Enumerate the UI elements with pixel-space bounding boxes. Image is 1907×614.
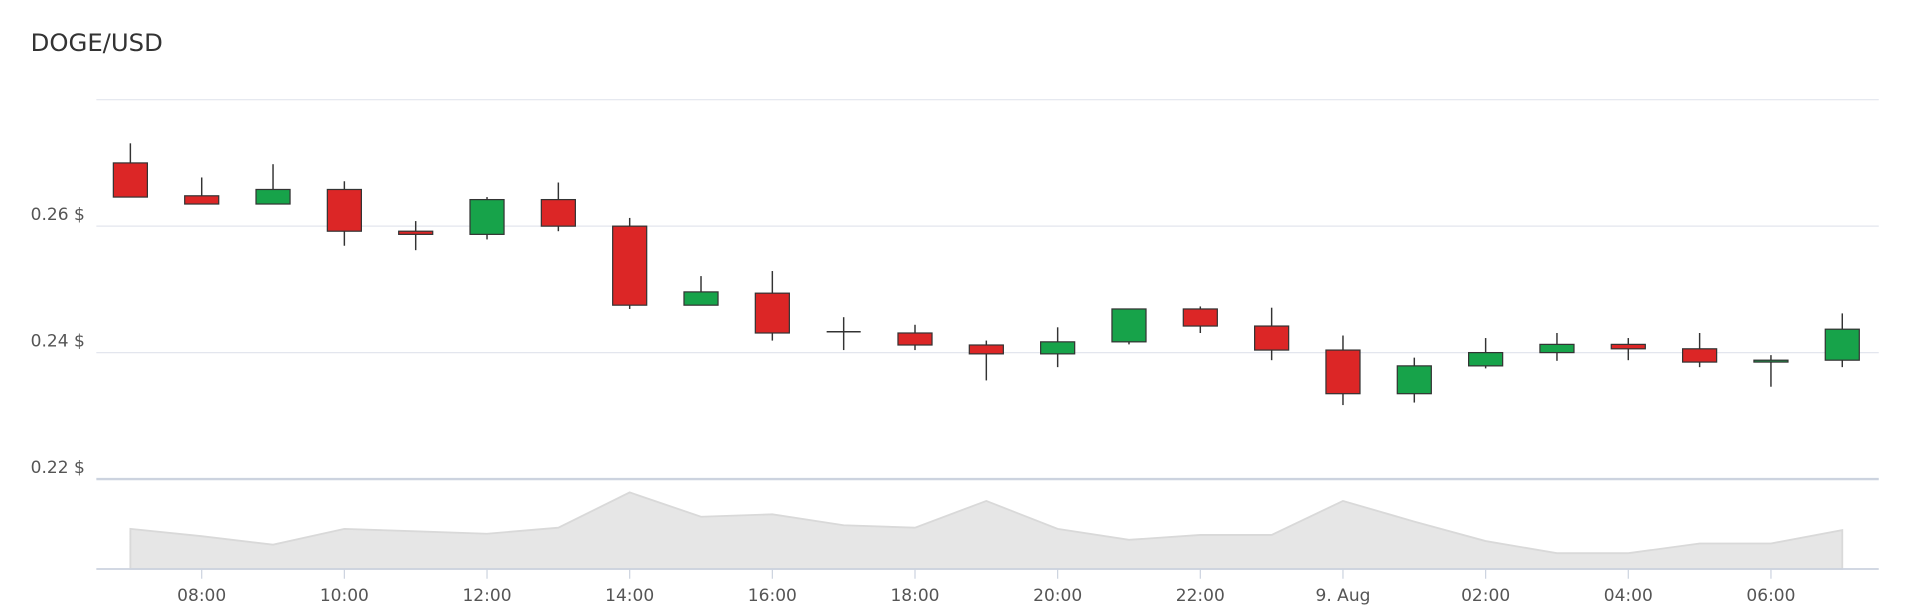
x-tick-label: 20:00 bbox=[1033, 586, 1082, 606]
x-tick-label: 9. Aug bbox=[1316, 586, 1371, 606]
x-tick-label: 22:00 bbox=[1176, 586, 1225, 606]
chart-title: DOGE/USD bbox=[31, 28, 163, 57]
candle-body bbox=[1610, 343, 1646, 350]
x-tick-label: 02:00 bbox=[1461, 586, 1510, 606]
candle-body bbox=[469, 198, 505, 235]
x-tick-label: 04:00 bbox=[1604, 586, 1653, 606]
candle-body bbox=[255, 188, 291, 205]
candle-body bbox=[1824, 328, 1860, 361]
candle-body bbox=[1111, 308, 1147, 343]
candle-body bbox=[1539, 343, 1575, 354]
candle-body bbox=[612, 225, 648, 306]
candle-body bbox=[897, 332, 933, 346]
candle-body bbox=[184, 195, 220, 205]
x-tick-label: 10:00 bbox=[320, 586, 369, 606]
candle-body bbox=[1254, 325, 1290, 351]
x-tick-label: 06:00 bbox=[1746, 586, 1795, 606]
y-tick-label: 0.22 $ bbox=[31, 458, 85, 478]
candle-body bbox=[398, 230, 434, 235]
x-tick-label: 12:00 bbox=[462, 586, 511, 606]
candle-body bbox=[1182, 308, 1218, 327]
candle-body bbox=[754, 292, 790, 334]
candle-body bbox=[1468, 351, 1504, 367]
candle-body bbox=[1396, 365, 1432, 395]
y-tick-label: 0.24 $ bbox=[31, 332, 85, 352]
x-tick-label: 08:00 bbox=[177, 586, 226, 606]
candle-body bbox=[112, 162, 149, 198]
volume-area bbox=[129, 491, 1844, 570]
candle-body bbox=[1325, 349, 1361, 395]
candle-body bbox=[540, 198, 576, 227]
x-tick-label: 16:00 bbox=[748, 586, 797, 606]
y-tick-label: 0.26 $ bbox=[31, 205, 85, 225]
candle-body bbox=[1040, 341, 1076, 355]
x-tick-label: 14:00 bbox=[605, 586, 654, 606]
x-tick-label: 18:00 bbox=[890, 586, 939, 606]
candle-body bbox=[968, 344, 1004, 355]
candle-body bbox=[1753, 359, 1789, 363]
candle-body bbox=[326, 188, 362, 232]
candle-body bbox=[1681, 348, 1718, 363]
candle-body bbox=[683, 291, 719, 306]
